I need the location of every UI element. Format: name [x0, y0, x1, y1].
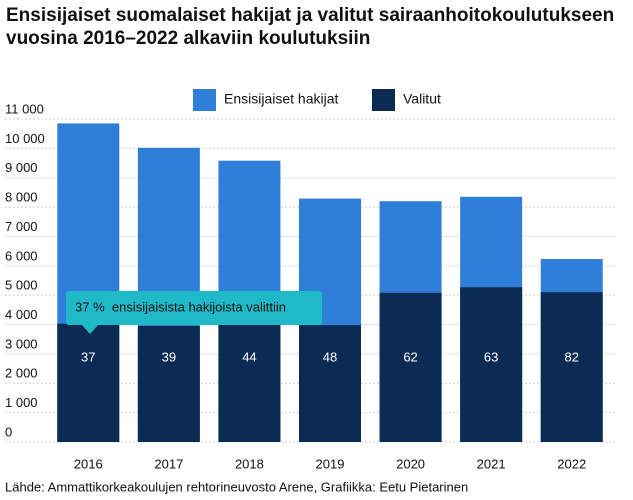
y-tick-label: 7 000: [5, 219, 38, 234]
y-tick-label: 1 000: [5, 395, 38, 410]
x-tick-label: 2021: [477, 456, 506, 471]
y-tick-label: 4 000: [5, 307, 38, 322]
y-tick-label: 5 000: [5, 278, 38, 293]
legend-label: Valitut: [403, 91, 441, 107]
x-tick-label: 2018: [235, 456, 264, 471]
annotation-box: [66, 291, 322, 325]
y-tick-label: 10 000: [5, 131, 45, 146]
x-tick-label: 2017: [154, 456, 183, 471]
bar: [57, 323, 120, 442]
percent-label: 37: [81, 349, 95, 364]
bar: [540, 292, 603, 442]
source: Lähde: Ammattikorkeakoulujen rehtorineuv…: [5, 479, 468, 494]
y-tick-label: 8 000: [5, 190, 38, 205]
x-tick-label: 2016: [74, 456, 103, 471]
bar: [299, 325, 361, 442]
legend-label: Ensisijaiset hakijat: [224, 91, 338, 107]
y-tick-label: 11 000: [5, 101, 44, 116]
percent-label: 82: [564, 349, 578, 364]
legend-swatch: [372, 89, 395, 111]
percent-label: 44: [242, 349, 256, 364]
bar: [218, 318, 281, 442]
legend-swatch: [193, 89, 216, 111]
x-tick-label: 2022: [557, 456, 586, 471]
bar: [379, 292, 442, 442]
bar: [137, 326, 200, 442]
x-tick-label: 2019: [316, 456, 345, 471]
bar: [460, 287, 523, 442]
y-tick-label: 9 000: [5, 160, 38, 175]
percent-label: 63: [484, 349, 498, 364]
x-tick-label: 2020: [396, 456, 425, 471]
annotation: 37 % ensisijaisista hakijoista valittiin: [75, 299, 286, 314]
chart-title: Ensisijaiset suomalaiset hakijat ja vali…: [6, 5, 615, 49]
percent-label: 62: [403, 349, 417, 364]
percent-label: 39: [162, 349, 176, 364]
annotation-pointer: [82, 325, 98, 334]
y-tick-label: 0: [5, 424, 12, 439]
y-tick-label: 3 000: [5, 336, 38, 351]
y-tick-label: 6 000: [5, 248, 38, 263]
percent-label: 48: [323, 349, 337, 364]
y-tick-label: 2 000: [5, 366, 38, 381]
